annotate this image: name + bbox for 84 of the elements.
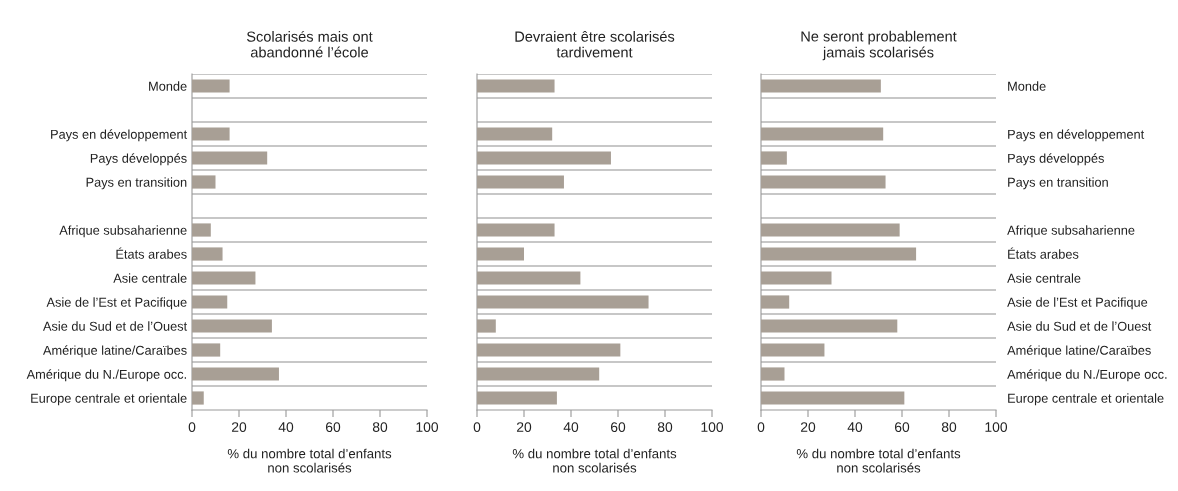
y-tick-label: Afrique subsaharienne: [59, 225, 187, 238]
y-tick-label: Asie de l’Est et Pacifique: [46, 297, 187, 310]
bar: [477, 223, 555, 237]
bar: [761, 247, 917, 261]
bar: [192, 391, 204, 405]
x-tick-label: 60: [325, 422, 341, 433]
y-tick-label: Amérique du N./Europe occ.: [26, 369, 186, 382]
bar: [477, 319, 496, 333]
y-tick-label: Pays en transition: [86, 177, 187, 190]
bar: [477, 175, 564, 189]
x-tick-label: 20: [516, 422, 532, 433]
bar: [192, 343, 221, 357]
x-tick-label: 60: [610, 422, 626, 433]
x-axis-title: % du nombre total d’enfants non scolarisés: [227, 448, 392, 473]
x-tick-label: 100: [416, 422, 439, 433]
bar: [477, 391, 557, 405]
bar: [761, 343, 825, 357]
y-tick-label: Amérique du N./Europe occ.: [1007, 369, 1167, 382]
bar: [477, 343, 621, 357]
x-tick-label: 0: [188, 422, 196, 433]
y-tick-label: Asie du Sud et de l’Ouest: [42, 321, 188, 331]
y-tick-label: Pays en transition: [1008, 177, 1108, 190]
bar: [477, 367, 600, 381]
bar: [192, 367, 279, 381]
bar: [192, 127, 230, 141]
bar: [761, 79, 881, 93]
bar: [192, 151, 268, 165]
y-tick-label: Asie du Sud et de l’Ouest: [1007, 321, 1152, 331]
bar: [761, 391, 905, 405]
bar: [477, 271, 581, 285]
y-tick-label: Pays développés: [1008, 153, 1104, 166]
bar: [761, 223, 900, 237]
y-tick-label: Afrique subsaharienne: [1007, 225, 1135, 238]
x-tick-label: 20: [800, 422, 816, 433]
y-tick-label: États arabes: [1008, 247, 1079, 259]
bar: [477, 79, 555, 93]
bar: [761, 175, 886, 189]
bar: [192, 271, 256, 285]
bar: [761, 319, 898, 333]
y-tick-label: Europe centrale et orientale: [31, 393, 187, 406]
x-tick-label: 40: [563, 422, 579, 433]
bar: [477, 247, 524, 261]
x-tick-label: 80: [372, 422, 388, 433]
x-tick-label: 100: [985, 422, 1008, 433]
chart-title: Scolarisés mais ont abandonné l’école: [246, 30, 373, 58]
bar: [761, 295, 790, 309]
chart-title: Devraient être scolarisés tardivement: [515, 30, 675, 58]
y-tick-label: Asie centrale: [1007, 273, 1081, 283]
bar: [192, 223, 211, 237]
x-tick-label: 40: [847, 422, 863, 433]
y-tick-label: Asie centrale: [113, 273, 187, 283]
y-tick-label: Pays développés: [90, 153, 187, 166]
bar: [761, 271, 832, 285]
y-tick-label: Pays en développement: [1008, 129, 1145, 142]
y-tick-label: États arabes: [116, 247, 187, 259]
y-tick-label: Monde: [149, 81, 187, 91]
bar: [761, 127, 884, 141]
x-axis-title: % du nombre total d’enfants non scolarisés: [796, 448, 961, 473]
y-tick-label: Europe centrale et orientale: [1008, 393, 1164, 406]
bar: [192, 319, 272, 333]
chart-title: Ne seront probablement jamais scolarisés: [801, 30, 957, 61]
bar: [761, 367, 785, 381]
bar: [192, 247, 223, 261]
x-tick-label: 40: [278, 422, 294, 433]
x-tick-label: 0: [757, 422, 765, 433]
x-tick-label: 80: [941, 422, 957, 433]
bar: [192, 295, 228, 309]
x-tick-label: 100: [701, 422, 724, 433]
x-tick-label: 20: [231, 422, 247, 433]
bar: [477, 295, 649, 309]
x-axis-title: % du nombre total d’enfants non scolarisés: [512, 448, 677, 473]
bar: [192, 79, 230, 93]
bar: [477, 127, 553, 141]
bar: [761, 151, 787, 165]
y-tick-label: Pays en développement: [51, 129, 188, 142]
y-tick-label: Amérique latine/Caraïbes: [42, 345, 187, 358]
bar: [192, 175, 216, 189]
x-tick-label: 60: [894, 422, 910, 433]
y-tick-label: Monde: [1008, 81, 1046, 91]
y-tick-label: Amérique latine/Caraïbes: [1007, 345, 1151, 358]
x-tick-label: 80: [657, 422, 673, 433]
x-tick-label: 0: [473, 422, 481, 433]
y-tick-label: Asie de l’Est et Pacifique: [1007, 297, 1148, 310]
bar: [477, 151, 611, 165]
